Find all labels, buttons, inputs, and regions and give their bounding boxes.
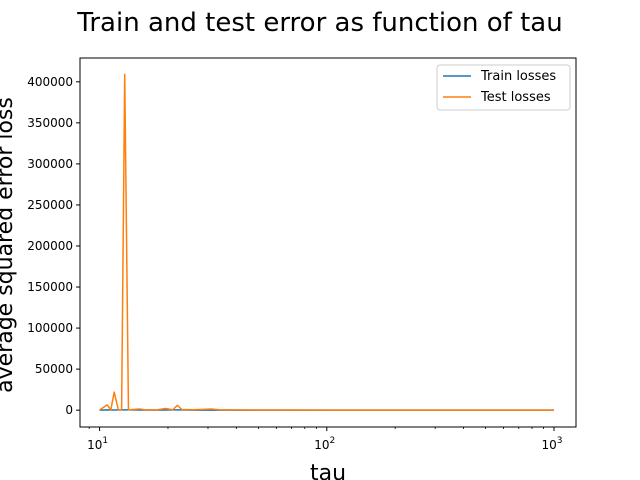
- legend: Train losses Test losses: [436, 64, 571, 111]
- chart-title: Train and test error as function of tau: [76, 8, 562, 38]
- series-lines: [99, 73, 554, 411]
- y-tick-label: 200000: [27, 239, 73, 253]
- y-tick-label: 250000: [27, 198, 73, 212]
- legend-label: Train losses: [480, 69, 556, 84]
- y-tick-label: 0: [65, 403, 73, 417]
- x-tick-label: 103: [541, 436, 562, 452]
- plot-area-frame: [79, 57, 577, 428]
- x-axis-label: tau: [310, 461, 346, 480]
- y-tick-label: 50000: [35, 362, 73, 376]
- y-tick-label: 300000: [27, 157, 73, 171]
- y-tick-label: 350000: [27, 116, 73, 130]
- series-line-test: [99, 73, 554, 411]
- y-tick-label: 150000: [27, 280, 73, 294]
- x-tick-label: 102: [314, 436, 335, 452]
- legend-label: Test losses: [480, 90, 551, 105]
- y-axis-ticks: 0 50000 100000 150000 200000 250000 300000 3500…: [27, 75, 80, 417]
- y-tick-label: 100000: [27, 321, 73, 335]
- y-tick-label: 400000: [27, 75, 73, 89]
- x-axis-ticks: 101 102 103: [87, 427, 562, 452]
- x-tick-label: 101: [87, 436, 108, 452]
- y-axis-label: average squared error loss: [0, 97, 18, 393]
